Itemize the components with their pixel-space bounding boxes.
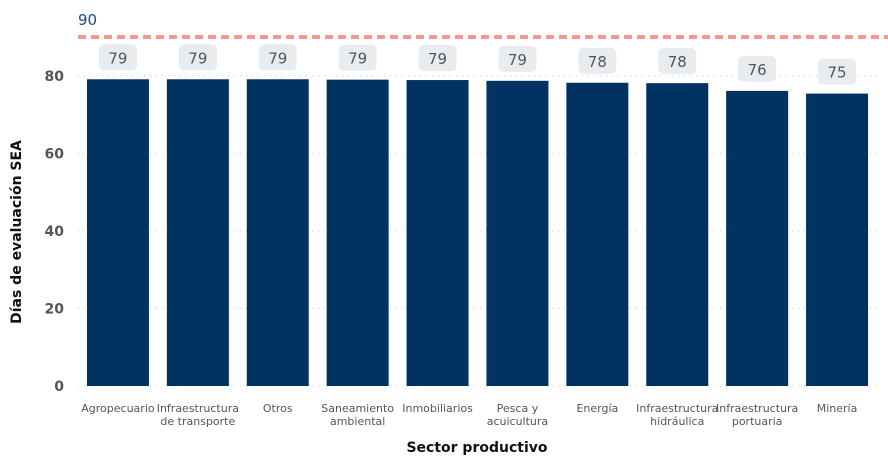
bar [806, 93, 869, 387]
bar [326, 79, 389, 387]
y-tick-label: 0 [54, 379, 64, 395]
data-label-box [738, 55, 777, 82]
x-tick-label: Infraestructura portuaria [716, 402, 798, 428]
x-tick-label: Pesca y acuicultura [487, 402, 548, 428]
x-tick-label-line: Energía [576, 402, 618, 415]
x-tick-label: Infraestructura hidráulica [636, 402, 718, 428]
bar [566, 82, 629, 386]
x-tick-label-line: Agropecuario [81, 402, 155, 415]
data-label-box [578, 47, 617, 74]
x-tick-label: Energía [576, 402, 618, 415]
bars [86, 79, 869, 387]
x-tick-label-line: portuaria [732, 415, 783, 428]
data-label-box [338, 44, 377, 71]
data-label: 78 [668, 53, 687, 71]
data-label-box [418, 45, 457, 72]
y-axis: 0 20 40 60 80 [45, 69, 65, 395]
x-axis: Agropecuario Infraestructura de transporte… [81, 402, 857, 428]
bar [166, 79, 229, 387]
reference-line-label: 90 [78, 11, 97, 29]
x-tick-label-line: ambiental [330, 415, 385, 428]
x-tick-label-line: Infraestructura [716, 402, 798, 415]
y-tick-label: 80 [45, 69, 65, 85]
bar [486, 80, 549, 387]
x-tick-label-line: de transporte [160, 415, 235, 428]
data-label: 79 [108, 49, 127, 67]
x-axis-title: Sector productivo [406, 440, 547, 456]
reference-line-group: 90 [78, 11, 888, 39]
bar [86, 79, 149, 387]
bar [246, 79, 309, 387]
data-label: 79 [508, 51, 527, 69]
x-tick-label-line: Inmobiliarios [402, 402, 473, 415]
data-label-box [498, 45, 537, 72]
x-tick-label: Saneamiento ambiental [321, 402, 394, 428]
data-labels: 79 79 79 79 79 79 78 78 76 75 [98, 44, 857, 85]
x-tick-label: Agropecuario [81, 402, 155, 415]
data-label: 75 [828, 64, 847, 82]
x-tick-label-line: acuicultura [487, 415, 548, 428]
data-label-box [98, 44, 137, 71]
data-label: 78 [588, 53, 607, 71]
x-tick-label-line: hidráulica [650, 415, 704, 428]
bar [406, 80, 469, 386]
y-tick-label: 20 [45, 301, 65, 317]
y-tick-label: 40 [45, 224, 65, 240]
data-label: 79 [428, 50, 447, 68]
bar [646, 83, 709, 386]
y-tick-label: 60 [45, 146, 65, 162]
bar [726, 90, 789, 386]
x-tick-label: Otros [263, 402, 293, 415]
data-label: 76 [748, 61, 767, 79]
x-tick-label-line: Infraestructura [636, 402, 718, 415]
x-tick-label: Inmobiliarios [402, 402, 473, 415]
x-tick-label: Infraestructura de transporte [157, 402, 239, 428]
x-tick-label-line: Infraestructura [157, 402, 239, 415]
data-label-box [258, 44, 297, 71]
x-tick-label: Minería [817, 402, 858, 415]
x-tick-label-line: Saneamiento [321, 402, 394, 415]
x-tick-label-line: Minería [817, 402, 858, 415]
data-label-box [818, 58, 857, 85]
data-label-box [658, 48, 697, 75]
data-label-box [178, 44, 217, 71]
x-tick-label-line: Otros [263, 402, 293, 415]
x-tick-label-line: Pesca y [497, 402, 539, 415]
data-label: 79 [348, 50, 367, 68]
data-label: 79 [188, 49, 207, 67]
y-axis-title: Días de evaluación SEA [9, 140, 25, 324]
data-label: 79 [268, 49, 287, 67]
